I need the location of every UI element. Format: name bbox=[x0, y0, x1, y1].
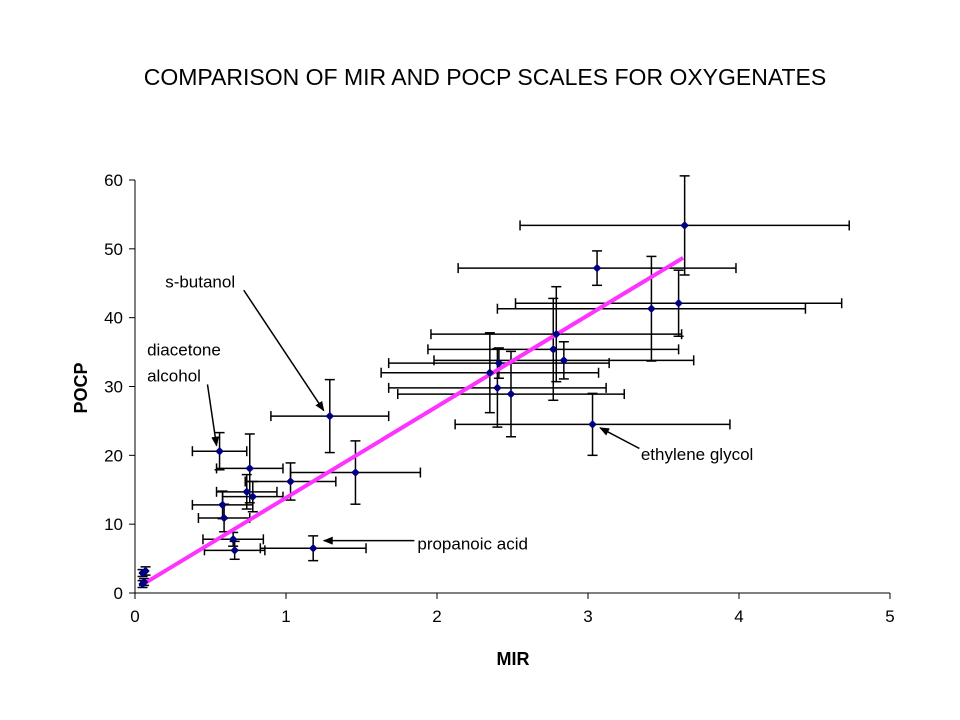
annotation-arrow bbox=[599, 427, 640, 450]
y-tick-label: 10 bbox=[104, 515, 123, 534]
data-point bbox=[242, 487, 252, 497]
data-point bbox=[286, 477, 295, 486]
data-points bbox=[138, 221, 689, 589]
data-point bbox=[248, 492, 258, 501]
data-point bbox=[351, 468, 360, 477]
y-tick-label: 50 bbox=[104, 240, 123, 259]
fit-line bbox=[144, 256, 685, 585]
annotation-label: ethylene glycol bbox=[641, 445, 753, 464]
data-point bbox=[325, 411, 335, 421]
data-point bbox=[230, 545, 240, 555]
annotation-label: alcohol bbox=[147, 367, 201, 386]
x-tick-label: 4 bbox=[734, 607, 743, 626]
y-tick-label: 30 bbox=[104, 378, 123, 397]
data-point bbox=[485, 368, 495, 378]
data-point bbox=[493, 383, 502, 393]
y-tick-label: 0 bbox=[114, 584, 123, 603]
y-tick-label: 20 bbox=[104, 446, 123, 465]
data-point bbox=[218, 500, 227, 510]
axes bbox=[134, 180, 890, 594]
data-point bbox=[138, 568, 147, 578]
y-tick-label: 40 bbox=[104, 309, 123, 328]
error-bars bbox=[137, 175, 850, 589]
fit-line-group bbox=[144, 256, 685, 585]
annotation-label: propanoic acid bbox=[417, 535, 528, 554]
data-point bbox=[219, 513, 229, 523]
data-point bbox=[494, 358, 504, 368]
annotation-label: s-butanol bbox=[165, 272, 235, 291]
x-tick-label: 0 bbox=[130, 607, 139, 626]
x-tick-label: 1 bbox=[281, 607, 290, 626]
data-point bbox=[559, 355, 569, 365]
data-point bbox=[551, 329, 561, 339]
y-tick-label: 60 bbox=[104, 171, 123, 190]
annotation-label: diacetone bbox=[147, 341, 221, 360]
data-point bbox=[647, 304, 656, 314]
data-point bbox=[228, 534, 238, 544]
data-point bbox=[215, 446, 224, 456]
annotation-arrow bbox=[206, 384, 220, 447]
data-point bbox=[592, 263, 602, 273]
data-point bbox=[680, 221, 689, 230]
x-tick-label: 2 bbox=[432, 607, 441, 626]
data-point bbox=[506, 389, 516, 399]
data-point bbox=[139, 577, 149, 587]
annotations: s-butanol diacetone alcohol ethylene glycol… bbox=[147, 272, 753, 553]
y-axis-label: POCP bbox=[71, 362, 91, 413]
chart-title: COMPARISON OF MIR AND POCP SCALES FOR OX… bbox=[143, 64, 827, 90]
data-point bbox=[548, 344, 558, 354]
annotation-arrow bbox=[243, 289, 325, 412]
data-point bbox=[588, 420, 597, 429]
data-point bbox=[308, 543, 318, 553]
x-tick-label: 3 bbox=[583, 607, 592, 626]
x-axis-label: MIR bbox=[497, 649, 530, 669]
data-point bbox=[674, 298, 683, 308]
x-tick-label: 5 bbox=[885, 607, 894, 626]
data-point bbox=[245, 464, 255, 473]
